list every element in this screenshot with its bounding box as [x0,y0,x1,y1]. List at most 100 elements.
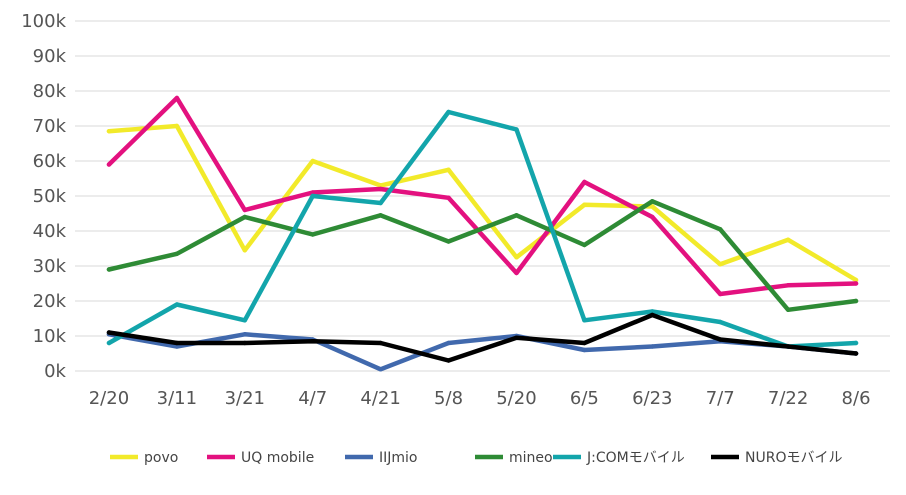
y-tick-label: 70k [33,116,67,137]
data-point [378,213,383,218]
data-point [174,340,180,346]
data-point [785,307,791,312]
data-point [174,123,180,129]
data-point [106,340,112,346]
data-point [514,255,519,260]
legend-label: UQ mobile [241,450,314,466]
data-point [582,202,587,207]
data-point [718,227,723,232]
series-lines [106,95,859,372]
data-point [582,318,587,323]
series-line-2 [106,332,859,372]
x-tick-label: 4/21 [360,388,400,409]
data-point [582,340,587,346]
data-point [310,158,315,164]
legend-label: NUROモバイル [745,450,842,466]
data-point [582,179,587,185]
y-tick-label: 0k [44,361,66,382]
data-point [582,347,587,353]
data-point [853,340,859,346]
x-tick-label: 4/7 [298,388,327,409]
y-tick-label: 40k [33,221,67,242]
data-point [718,319,723,325]
data-point [514,213,519,218]
data-point [650,312,655,318]
legend-label: mineo [509,450,553,466]
data-point [378,183,383,188]
data-point [446,358,451,363]
data-point [718,291,723,297]
data-point [106,330,112,335]
x-tick-label: 7/22 [768,388,808,409]
data-point [853,281,859,286]
x-axis-ticks: 2/20 3/11 3/21 4/7 4/21 5/8 5/20 6/5 6/23 7/7 7/22… [89,388,871,409]
series-line-0 [106,123,859,283]
data-point [514,335,519,340]
data-point [650,199,655,204]
x-tick-label: 5/20 [496,388,536,409]
x-tick-label: 6/5 [570,388,599,409]
series-line-4 [106,109,859,349]
y-tick-label: 100k [21,11,66,32]
data-point [174,251,180,256]
data-point [174,95,180,101]
data-point [106,129,112,134]
data-point [785,283,791,288]
data-point [446,109,451,115]
data-point [242,340,247,346]
x-tick-label: 5/8 [434,388,463,409]
y-tick-label: 10k [33,326,67,347]
legend-label: povo [144,450,178,466]
data-point [785,344,791,349]
y-tick-label: 90k [33,46,67,67]
y-tick-label: 80k [33,81,67,102]
series-line-1 [106,95,859,297]
data-point [174,302,180,307]
data-point [650,344,655,349]
gridlines [75,20,890,372]
data-point [446,195,451,200]
data-point [650,204,655,209]
data-point [514,127,519,132]
data-point [446,340,451,346]
data-point [853,298,859,304]
data-point [242,214,247,220]
data-point [446,239,451,244]
data-point [242,207,247,213]
data-point [310,232,315,237]
x-tick-label: 3/11 [157,388,197,409]
x-tick-label: 2/20 [89,388,129,409]
data-point [106,162,112,167]
data-point [242,248,247,253]
series-line-3 [106,199,859,313]
data-point [174,344,180,349]
data-point [650,309,655,314]
data-point [718,337,723,342]
data-point [718,262,723,267]
data-point [378,340,383,346]
data-point [310,193,315,199]
legend: povo UQ mobile IIJmio mineo J:COMモバイル NUROモバイ… [110,450,842,466]
y-tick-label: 20k [33,291,67,312]
y-tick-label: 60k [33,151,67,172]
y-tick-label: 30k [33,256,67,277]
data-point [378,200,383,206]
data-point [514,270,519,276]
data-point [446,167,451,172]
series-line-5 [106,312,859,363]
data-point [378,367,383,372]
x-tick-label: 3/21 [225,388,265,409]
x-tick-label: 7/7 [706,388,735,409]
y-tick-label: 50k [33,186,67,207]
data-point [242,318,247,323]
data-point [650,214,655,220]
data-point [853,277,859,283]
y-axis-ticks: 0k 10k 20k 30k 40k 50k 60k 70k 80k 90k 100k [21,11,66,382]
data-point [242,332,247,337]
data-point [378,186,383,192]
data-point [785,237,791,242]
legend-label: IIJmio [379,450,417,466]
data-point [582,242,587,248]
x-tick-label: 6/23 [632,388,672,409]
data-point [853,351,859,356]
